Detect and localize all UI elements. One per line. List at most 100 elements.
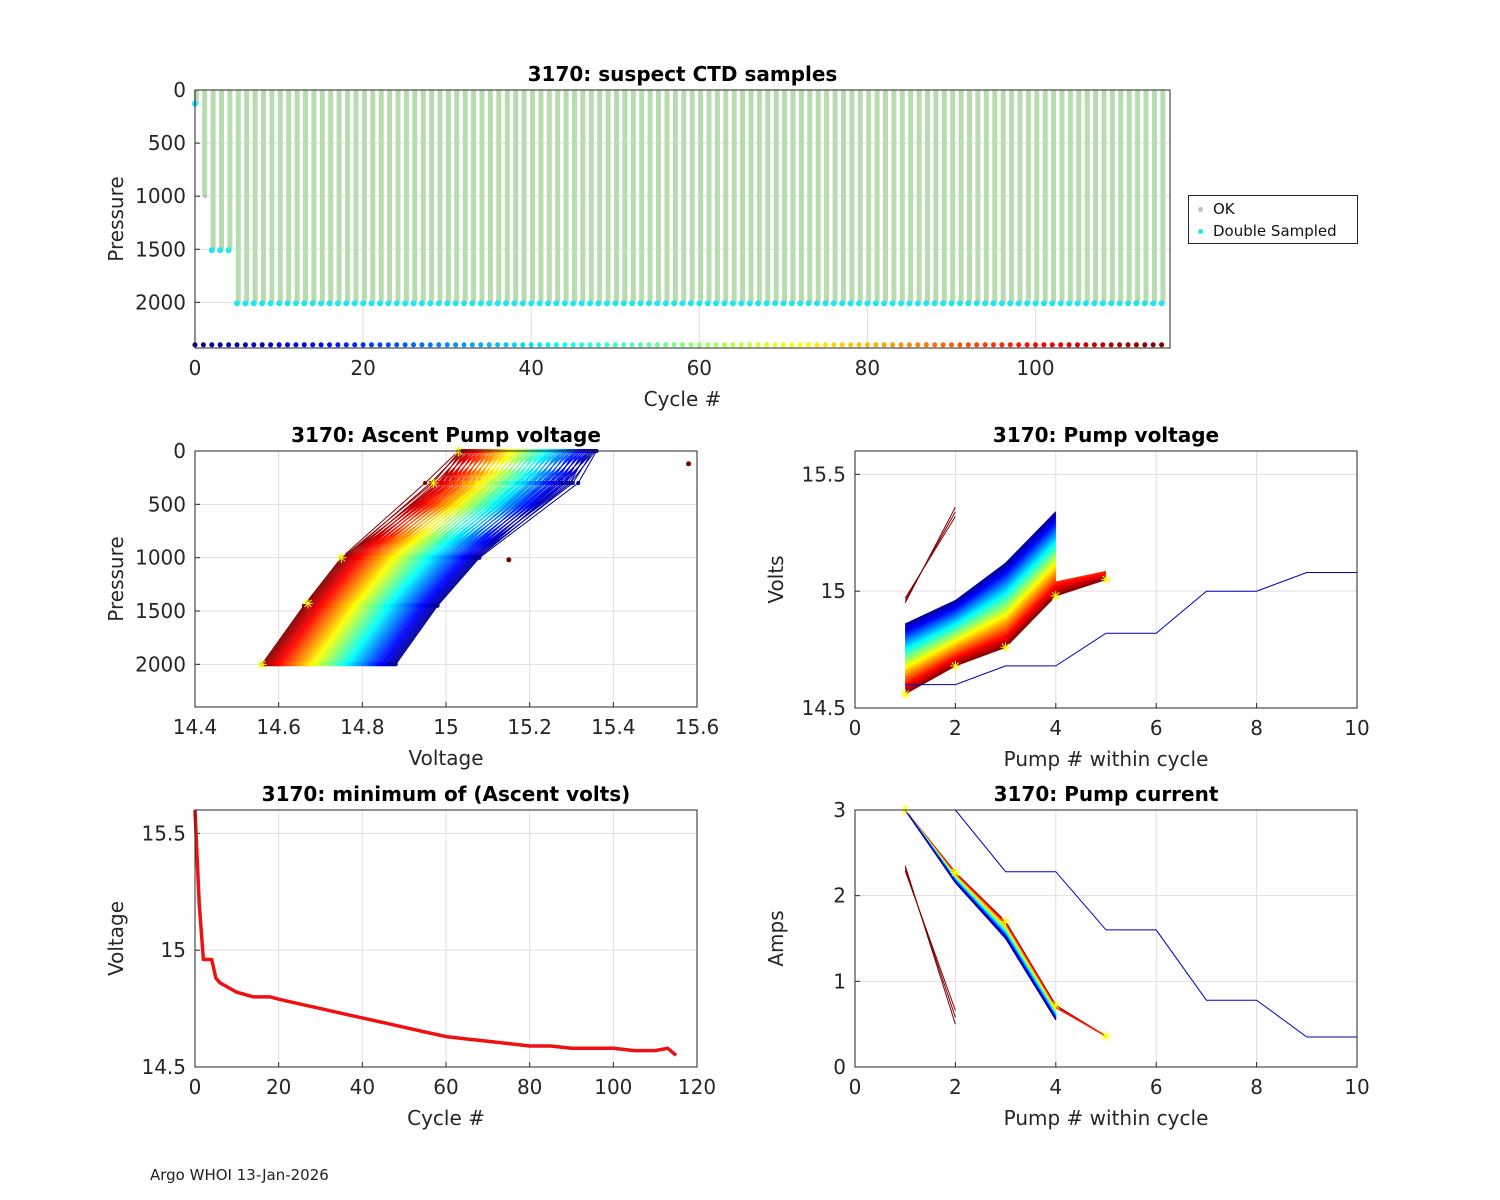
double-sampled-point bbox=[360, 300, 367, 307]
cycle-color-point bbox=[595, 342, 601, 348]
cycle-color-point bbox=[923, 342, 929, 348]
y-axis-label: Voltage bbox=[104, 901, 128, 976]
cycle-color-point bbox=[352, 342, 358, 348]
double-sampled-point bbox=[654, 300, 661, 307]
cycle-color-point bbox=[705, 342, 711, 348]
pump-voltage-line bbox=[904, 576, 1107, 691]
ascent-sample-point bbox=[462, 481, 467, 485]
double-sampled-point bbox=[1015, 300, 1022, 307]
cycle-color-point bbox=[1125, 342, 1131, 348]
cycle-color-point bbox=[991, 342, 996, 348]
y-axis-label: Amps bbox=[764, 910, 788, 966]
cycle-color-point bbox=[369, 342, 374, 348]
first-cycle-marker bbox=[1000, 642, 1011, 653]
cycle-color-point bbox=[797, 342, 803, 348]
ascent-sample-point bbox=[481, 481, 486, 485]
x-tick-label: 0 bbox=[189, 356, 202, 380]
cycle-color-point bbox=[1100, 342, 1106, 348]
double-sampled-point bbox=[292, 300, 299, 307]
y-tick-label: 15.5 bbox=[801, 462, 846, 486]
x-tick-label: 40 bbox=[518, 356, 543, 380]
cycle-color-point bbox=[654, 342, 660, 348]
cycle-color-point bbox=[411, 342, 416, 348]
cycle-color-point bbox=[1142, 342, 1148, 348]
cycle-color-point bbox=[1066, 342, 1072, 348]
double-sampled-point bbox=[948, 300, 955, 307]
pump-current-line bbox=[904, 809, 1057, 1021]
ascent-sample-point bbox=[520, 481, 525, 485]
ascent-outlier-point bbox=[686, 461, 692, 467]
ascent-sample-point bbox=[534, 481, 538, 485]
double-sampled-point bbox=[477, 300, 484, 307]
x-tick-label: 80 bbox=[855, 356, 880, 380]
cycle-color-point bbox=[1007, 342, 1013, 348]
y-tick-label: 15.5 bbox=[141, 821, 186, 845]
double-sampled-point bbox=[1125, 300, 1131, 307]
pump-voltage-line bbox=[904, 573, 1107, 686]
double-sampled-point bbox=[603, 300, 610, 307]
double-sampled-point bbox=[250, 300, 257, 307]
cycle-color-point bbox=[1024, 342, 1030, 348]
double-sampled-point bbox=[721, 300, 728, 307]
pump-voltage-line bbox=[904, 535, 1057, 645]
y-axis-label: Pressure bbox=[104, 176, 128, 261]
y-tick-label: 14.5 bbox=[141, 1055, 186, 1079]
axes-ascent: 14.4 14.6 14.8 15 15.2 15.4 15.6 0 500 1000 1500 20… bbox=[104, 423, 719, 770]
pump-voltage-line bbox=[904, 518, 1057, 631]
pump-voltage-outlier bbox=[904, 506, 956, 604]
double-sampled-point bbox=[671, 300, 678, 307]
double-sampled-point bbox=[830, 300, 837, 307]
double-sampled-point bbox=[940, 300, 947, 307]
star-stroke bbox=[951, 868, 960, 877]
chart-title: 3170: Pump voltage bbox=[993, 423, 1219, 447]
cycle-color-point bbox=[587, 342, 593, 348]
ascent-sample-point bbox=[494, 481, 499, 485]
cycle-color-point bbox=[528, 342, 534, 348]
cycle-color-point bbox=[1049, 342, 1055, 348]
chart-title: 3170: minimum of (Ascent volts) bbox=[262, 782, 631, 806]
x-tick-label: 0 bbox=[849, 716, 862, 740]
double-sampled-point bbox=[763, 300, 770, 307]
x-tick-label: 10 bbox=[1344, 716, 1369, 740]
pump-voltage-line bbox=[904, 574, 1107, 688]
cycle-color-point bbox=[427, 342, 433, 348]
ascent-sample-point bbox=[547, 481, 552, 485]
double-sampled-point bbox=[1116, 300, 1123, 307]
x-tick-label: 15.6 bbox=[675, 715, 720, 739]
double-sampled-point bbox=[385, 300, 392, 307]
double-sampled-point bbox=[587, 300, 593, 307]
star-stroke bbox=[304, 599, 312, 608]
x-tick-label: 40 bbox=[350, 1075, 375, 1099]
double-sampled-point bbox=[872, 300, 879, 307]
double-sampled-point bbox=[1108, 300, 1115, 307]
double-sampled-point bbox=[1158, 300, 1165, 307]
double-sampled-point bbox=[318, 300, 325, 307]
y-axis-label: Volts bbox=[764, 555, 788, 603]
pump-voltage-line bbox=[904, 516, 1057, 629]
pump-voltage-line bbox=[904, 572, 1107, 686]
double-sampled-point bbox=[545, 300, 551, 307]
cycle-color-point bbox=[301, 342, 307, 348]
cycle-color-point bbox=[453, 342, 459, 348]
pump-voltage-line bbox=[904, 528, 1057, 639]
double-sampled-point bbox=[444, 300, 451, 307]
pump-voltage-line bbox=[904, 561, 1057, 666]
x-tick-label: 20 bbox=[266, 1075, 291, 1099]
double-sampled-point bbox=[982, 300, 989, 307]
cycle-color-point bbox=[234, 342, 240, 348]
cycle-color-point bbox=[1117, 342, 1123, 348]
double-sampled-point bbox=[780, 300, 787, 307]
ascent-outlier-point bbox=[506, 557, 512, 563]
double-sampled-point bbox=[402, 300, 409, 307]
x-tick-label: 14.6 bbox=[256, 715, 301, 739]
x-axis-label: Pump # within cycle bbox=[1004, 747, 1209, 771]
double-sampled-point bbox=[998, 300, 1005, 307]
y-tick-label: 1000 bbox=[135, 546, 186, 570]
double-sampled-point bbox=[452, 300, 459, 307]
cycle-color-point bbox=[419, 342, 425, 348]
cycle-color-point bbox=[200, 342, 206, 348]
cycle-color-point bbox=[890, 342, 896, 348]
double-sampled-point bbox=[461, 300, 467, 307]
cycle-color-point bbox=[730, 342, 736, 348]
ascent-sample-point bbox=[528, 481, 533, 485]
